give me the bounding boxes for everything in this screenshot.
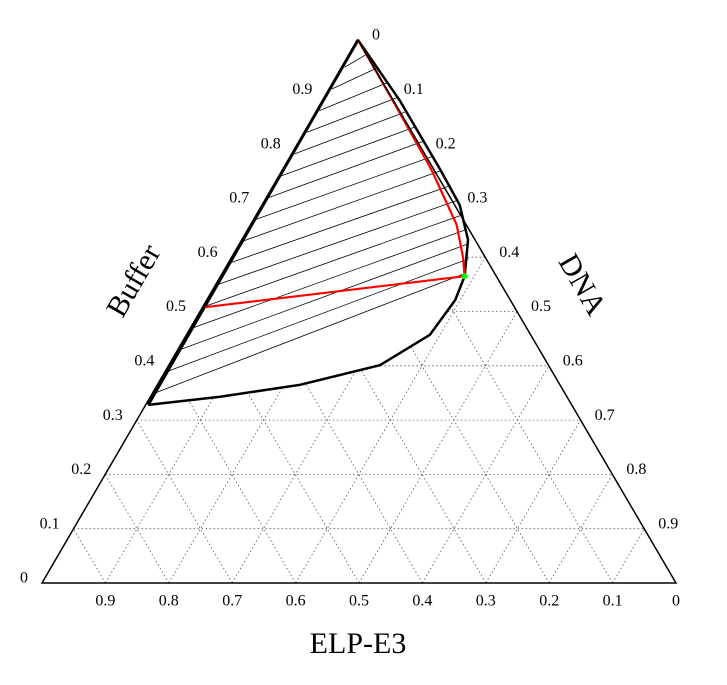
grid-line [199,311,360,584]
left-tick-label: 0.5 [166,298,186,315]
critical-point [461,273,468,280]
left-tick-label: 0 [20,570,28,587]
left-tick-label: 0.7 [229,190,249,207]
binodal-curve [148,39,470,407]
right-tick-label: 0.2 [436,135,456,152]
tie-line [218,199,459,285]
right-tick-label: 0.5 [531,298,551,315]
grid-line [612,528,645,584]
bottom-tick-label: 0.2 [539,593,559,610]
bottom-axis-title: ELP-E3 [310,627,407,660]
grid-line [104,474,170,584]
right-tick-label: 0.4 [499,244,519,261]
tie-line [294,111,405,155]
tie-line [154,273,466,394]
tie-line [319,82,388,111]
left-tick-label: 0.4 [134,352,154,369]
left-axis-title: Buffer [100,239,167,323]
tie-line [344,53,369,68]
tie-line [230,185,451,264]
left-tick-label: 0.3 [103,407,123,424]
bottom-tick-label: 0.3 [476,593,496,610]
grid-line [262,202,487,584]
left-tick-label: 0.2 [71,461,91,478]
tie-line [268,141,423,198]
bottom-tick-label: 0.8 [159,593,179,610]
right-tick-label: 0.3 [467,190,487,207]
tie-line [243,170,441,242]
bottom-tick-label: 0.9 [95,593,115,610]
tie-line [167,258,469,372]
triangle-frame [40,38,678,584]
bottom-tick-label: 0.7 [222,593,242,610]
tie-line [306,97,398,133]
grid-line [231,202,454,584]
bottom-tick-label: 0.4 [412,593,432,610]
right-tick-label: 0.8 [626,461,646,478]
tie-line [180,243,468,350]
right-axis-title: DNA [552,248,613,321]
two-phase-region [148,40,469,405]
bottom-tick-label: 0 [672,593,680,610]
grid-line [136,419,233,584]
tie-line [256,155,434,220]
bottom-tick-label: 0.1 [603,593,623,610]
bottom-tick-label: 0.5 [349,593,369,610]
bottom-tick-label: 0.6 [286,593,306,610]
tie-line [192,229,467,329]
right-tick-label: 0.1 [404,81,424,98]
grid-line [231,256,423,584]
right-tick-label: 0 [372,27,380,44]
tie-line [281,126,416,177]
grid-line [73,528,106,584]
right-tick-label: 0.6 [563,352,583,369]
left-tick-label: 0.9 [292,81,312,98]
right-tick-label: 0.9 [658,515,678,532]
grid-line [548,474,613,584]
tie-line [331,67,377,90]
left-tick-label: 0.1 [40,515,60,532]
left-tick-label: 0.8 [261,135,281,152]
tie-line [205,214,463,307]
left-tick-label: 0.6 [198,244,218,261]
grid-line [422,365,550,584]
grid-line [358,311,518,584]
right-tick-label: 0.7 [595,407,615,424]
grid-line [485,419,581,584]
